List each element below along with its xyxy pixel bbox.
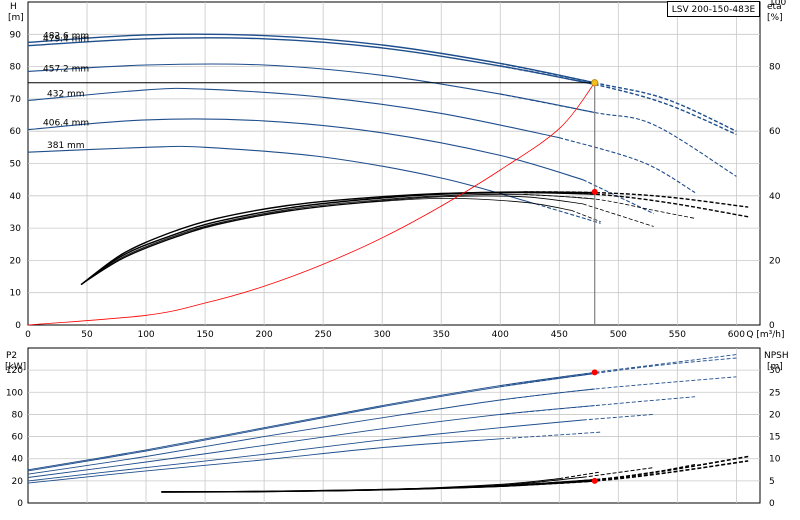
x-tick-label: 350 [433, 330, 450, 340]
duty-point-marker [591, 79, 599, 87]
power-curve-extension [582, 413, 654, 421]
eta-tick-label: 40 [769, 192, 781, 202]
duty-power-marker [591, 369, 598, 376]
npsh-tick-label: 20 [769, 410, 781, 420]
head-curve-label: 381 mm [47, 141, 85, 151]
efficiency-curve-extension [523, 191, 749, 218]
h-tick-label: 20 [10, 256, 22, 266]
npsh-curve [161, 478, 560, 493]
efficiency-curve [80, 197, 572, 285]
x-tick-label: 450 [551, 330, 568, 340]
h-tick-label: 10 [10, 289, 22, 299]
head-curve-extension [500, 93, 737, 177]
efficiency-curve-extension [523, 191, 749, 208]
power-curve [27, 438, 501, 484]
eta-tick-label: 100 [769, 0, 786, 8]
h-tick-label: 50 [10, 160, 22, 170]
x-tick-label: 100 [137, 330, 154, 340]
efficiency-curve [80, 191, 595, 286]
h-unit-label: [m] [8, 13, 24, 23]
x-tick-label: 550 [669, 330, 686, 340]
npsh-curve-extension [500, 464, 696, 487]
q-axis-label: Q [m³/h] [746, 330, 784, 340]
h-tick-label: 90 [10, 30, 22, 40]
npsh-curve-extension [500, 460, 749, 487]
p2-axis-label: P2 [6, 351, 17, 361]
efficiency-curve [80, 193, 595, 285]
x-tick-label: 300 [374, 330, 391, 340]
head-curve-label: 406.4 mm [43, 119, 89, 129]
x-tick-label: 200 [256, 330, 273, 340]
power-curve [27, 419, 583, 482]
p2-tick-label: 60 [12, 433, 24, 443]
h-tick-label: 70 [10, 95, 22, 105]
efficiency-curve-extension [570, 209, 601, 222]
head-curve-label: 482.6 mm [43, 31, 89, 41]
head-curve-label: 457.2 mm [43, 64, 89, 74]
eta-tick-label: 80 [769, 63, 781, 73]
h-tick-label: 80 [10, 63, 22, 73]
h-tick-label: 30 [10, 224, 22, 234]
eta-tick-label: 60 [769, 127, 781, 137]
npsh-curve-extension [582, 467, 654, 478]
power-curve-extension [500, 431, 601, 440]
p2-tick-label: 120 [6, 366, 23, 376]
p2-tick-label: 40 [12, 455, 24, 465]
head-curve-extension [582, 179, 654, 215]
npsh-tick-label: 10 [769, 455, 781, 465]
p2-tick-label: 0 [17, 499, 23, 509]
p2-tick-label: 100 [6, 388, 23, 398]
npsh-curve-extension [559, 471, 601, 480]
power-curve-extension [500, 354, 737, 387]
eta-axis-label: eta [767, 2, 782, 12]
x-tick-label: 250 [315, 330, 332, 340]
x-tick-label: 600 [728, 330, 745, 340]
duty-npsh-marker [591, 477, 598, 484]
system-curve [27, 82, 596, 326]
x-tick-label: 0 [25, 330, 31, 340]
bottom-plot-frame [27, 347, 761, 504]
power-curve [27, 405, 595, 478]
efficiency-curve-extension [582, 203, 654, 227]
npsh-tick-label: 15 [769, 433, 780, 443]
eta-tick-label: 20 [769, 256, 781, 266]
head-curve-label: 432 mm [47, 90, 85, 100]
head-curve-extension [535, 203, 601, 224]
head-curve-extension [559, 137, 696, 194]
eta-unit-label: [%] [767, 13, 783, 23]
npsh-curve-extension [500, 455, 749, 487]
npsh-axis-label: NPSH [764, 351, 789, 361]
efficiency-curve-extension [523, 194, 696, 219]
npsh-tick-label: 0 [769, 499, 775, 509]
p2-tick-label: 80 [12, 410, 24, 420]
duty-efficiency-marker [591, 188, 598, 195]
head-curve-label: 479.4 mm [43, 35, 89, 45]
h-tick-label: 60 [10, 127, 22, 137]
head-curve [27, 145, 536, 205]
p2-tick-label: 20 [12, 477, 24, 487]
head-curve [27, 118, 584, 181]
npsh-tick-label: 25 [769, 388, 780, 398]
npsh-unit-label: [m] [767, 362, 783, 372]
eta-tick-label: 0 [769, 321, 775, 331]
power-curve-extension [500, 376, 737, 401]
head-curve-extension [500, 65, 737, 136]
x-tick-label: 150 [197, 330, 214, 340]
x-tick-label: 500 [610, 330, 627, 340]
npsh-tick-label: 30 [769, 366, 781, 376]
power-curve-extension [500, 357, 737, 388]
p2-unit-label: [kW] [5, 362, 26, 372]
head-curve-extension [500, 62, 737, 132]
chart-title: LSV 200-150-483E [667, 1, 760, 17]
efficiency-curve [80, 195, 583, 285]
x-tick-label: 50 [81, 330, 93, 340]
h-tick-label: 0 [15, 321, 21, 331]
head-curve [27, 87, 560, 139]
npsh-tick-label: 5 [769, 477, 775, 487]
h-axis-label: H [10, 2, 17, 12]
h-tick-label: 40 [10, 192, 22, 202]
x-tick-label: 400 [492, 330, 509, 340]
